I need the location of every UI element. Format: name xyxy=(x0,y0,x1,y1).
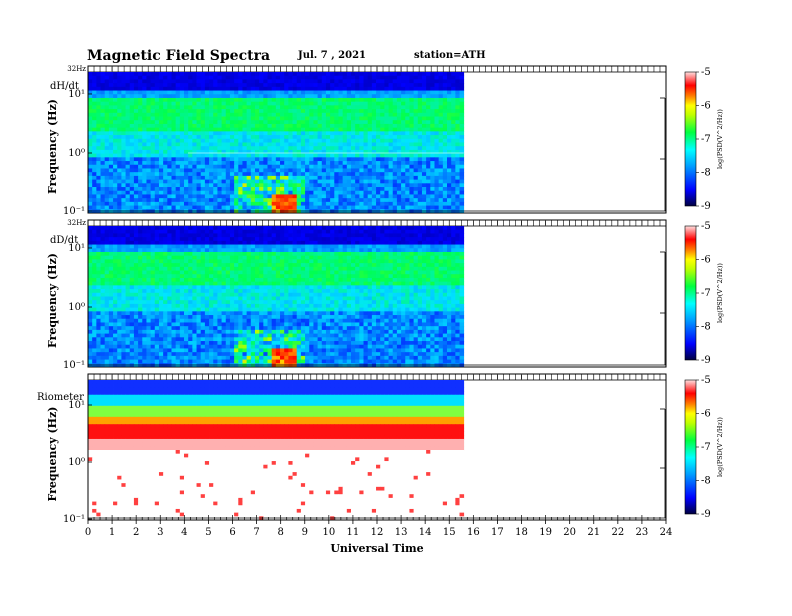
spectrogram xyxy=(88,72,464,213)
x-tick-label: 8 xyxy=(277,527,283,538)
figure-date: Jul. 7 , 2021 xyxy=(297,50,366,61)
y-axis-label: Frequency (Hz) xyxy=(46,99,59,194)
x-tick-label: 14 xyxy=(419,527,432,538)
x-tick-label: 16 xyxy=(467,527,480,538)
x-tick-label: 3 xyxy=(157,527,163,538)
colorbar-tick-label: -5 xyxy=(701,67,711,78)
colorbar-tick-label: -8 xyxy=(701,168,711,179)
colorbar-tick-label: -9 xyxy=(701,509,711,520)
figure-station: station=ATH xyxy=(414,50,486,61)
colorbar-label: log(PSD(V^2/Hz)) xyxy=(716,417,724,477)
x-tick-label: 17 xyxy=(491,527,504,538)
x-tick-label: 22 xyxy=(611,527,624,538)
x-tick-label: 5 xyxy=(205,527,211,538)
x-tick-label: 0 xyxy=(85,527,91,538)
colorbar xyxy=(685,72,696,206)
x-tick-label: 10 xyxy=(322,527,335,538)
x-tick-label: 18 xyxy=(515,527,528,538)
y-tick-label: 10⁰ xyxy=(68,302,85,313)
panel-name: dD/dt xyxy=(50,235,78,246)
x-tick-label: 20 xyxy=(563,527,576,538)
top-frequency-label: 32Hz xyxy=(67,219,86,227)
x-tick-label: 24 xyxy=(660,527,673,538)
x-tick-label: 13 xyxy=(395,527,408,538)
colorbar-tick-label: -5 xyxy=(701,375,711,386)
panel-name: dH/dt xyxy=(50,81,79,92)
x-tick-label: 12 xyxy=(371,527,384,538)
x-tick-label: 6 xyxy=(229,527,235,538)
y-tick-label: 10⁻¹ xyxy=(63,206,85,217)
x-axis-label: Universal Time xyxy=(330,542,423,555)
x-tick-label: 15 xyxy=(443,527,456,538)
panel-name: Riometer xyxy=(37,392,84,403)
x-tick-label: 9 xyxy=(302,527,308,538)
colorbar xyxy=(685,226,696,360)
x-tick-label: 1 xyxy=(109,527,115,538)
y-tick-label: 10⁰ xyxy=(68,457,85,468)
spectrogram xyxy=(88,380,464,520)
y-tick-label: 10⁻¹ xyxy=(63,514,85,525)
x-tick-label: 4 xyxy=(181,527,187,538)
x-tick-label: 11 xyxy=(347,527,360,538)
colorbar-tick-label: -6 xyxy=(701,255,711,266)
colorbar-tick-label: -9 xyxy=(701,355,711,366)
colorbar-tick-label: -6 xyxy=(701,409,711,420)
x-tick-label: 23 xyxy=(636,527,649,538)
colorbar-tick-label: -8 xyxy=(701,322,711,333)
x-tick-label: 2 xyxy=(133,527,139,538)
figure-title: Magnetic Field Spectra xyxy=(87,48,270,64)
colorbar-tick-label: -5 xyxy=(701,221,711,232)
colorbar xyxy=(685,380,696,514)
colorbar-tick-label: -7 xyxy=(701,288,711,299)
colorbar-tick-label: -8 xyxy=(701,476,711,487)
x-tick-label: 21 xyxy=(587,527,600,538)
colorbar-tick-label: -9 xyxy=(701,201,711,212)
x-tick-label: 19 xyxy=(539,527,552,538)
colorbar-tick-label: -7 xyxy=(701,134,711,145)
colorbar-label: log(PSD(V^2/Hz)) xyxy=(716,109,724,169)
y-tick-label: 10⁻¹ xyxy=(63,360,85,371)
y-axis-label: Frequency (Hz) xyxy=(46,406,59,501)
x-tick-label: 7 xyxy=(253,527,259,538)
y-tick-label: 10⁰ xyxy=(68,148,85,159)
top-frequency-label: 32Hz xyxy=(67,65,86,73)
y-axis-label: Frequency (Hz) xyxy=(46,253,59,348)
colorbar-label: log(PSD(V^2/Hz)) xyxy=(716,263,724,323)
colorbar-tick-label: -7 xyxy=(701,442,711,453)
colorbar-tick-label: -6 xyxy=(701,101,711,112)
spectrogram xyxy=(88,226,464,367)
